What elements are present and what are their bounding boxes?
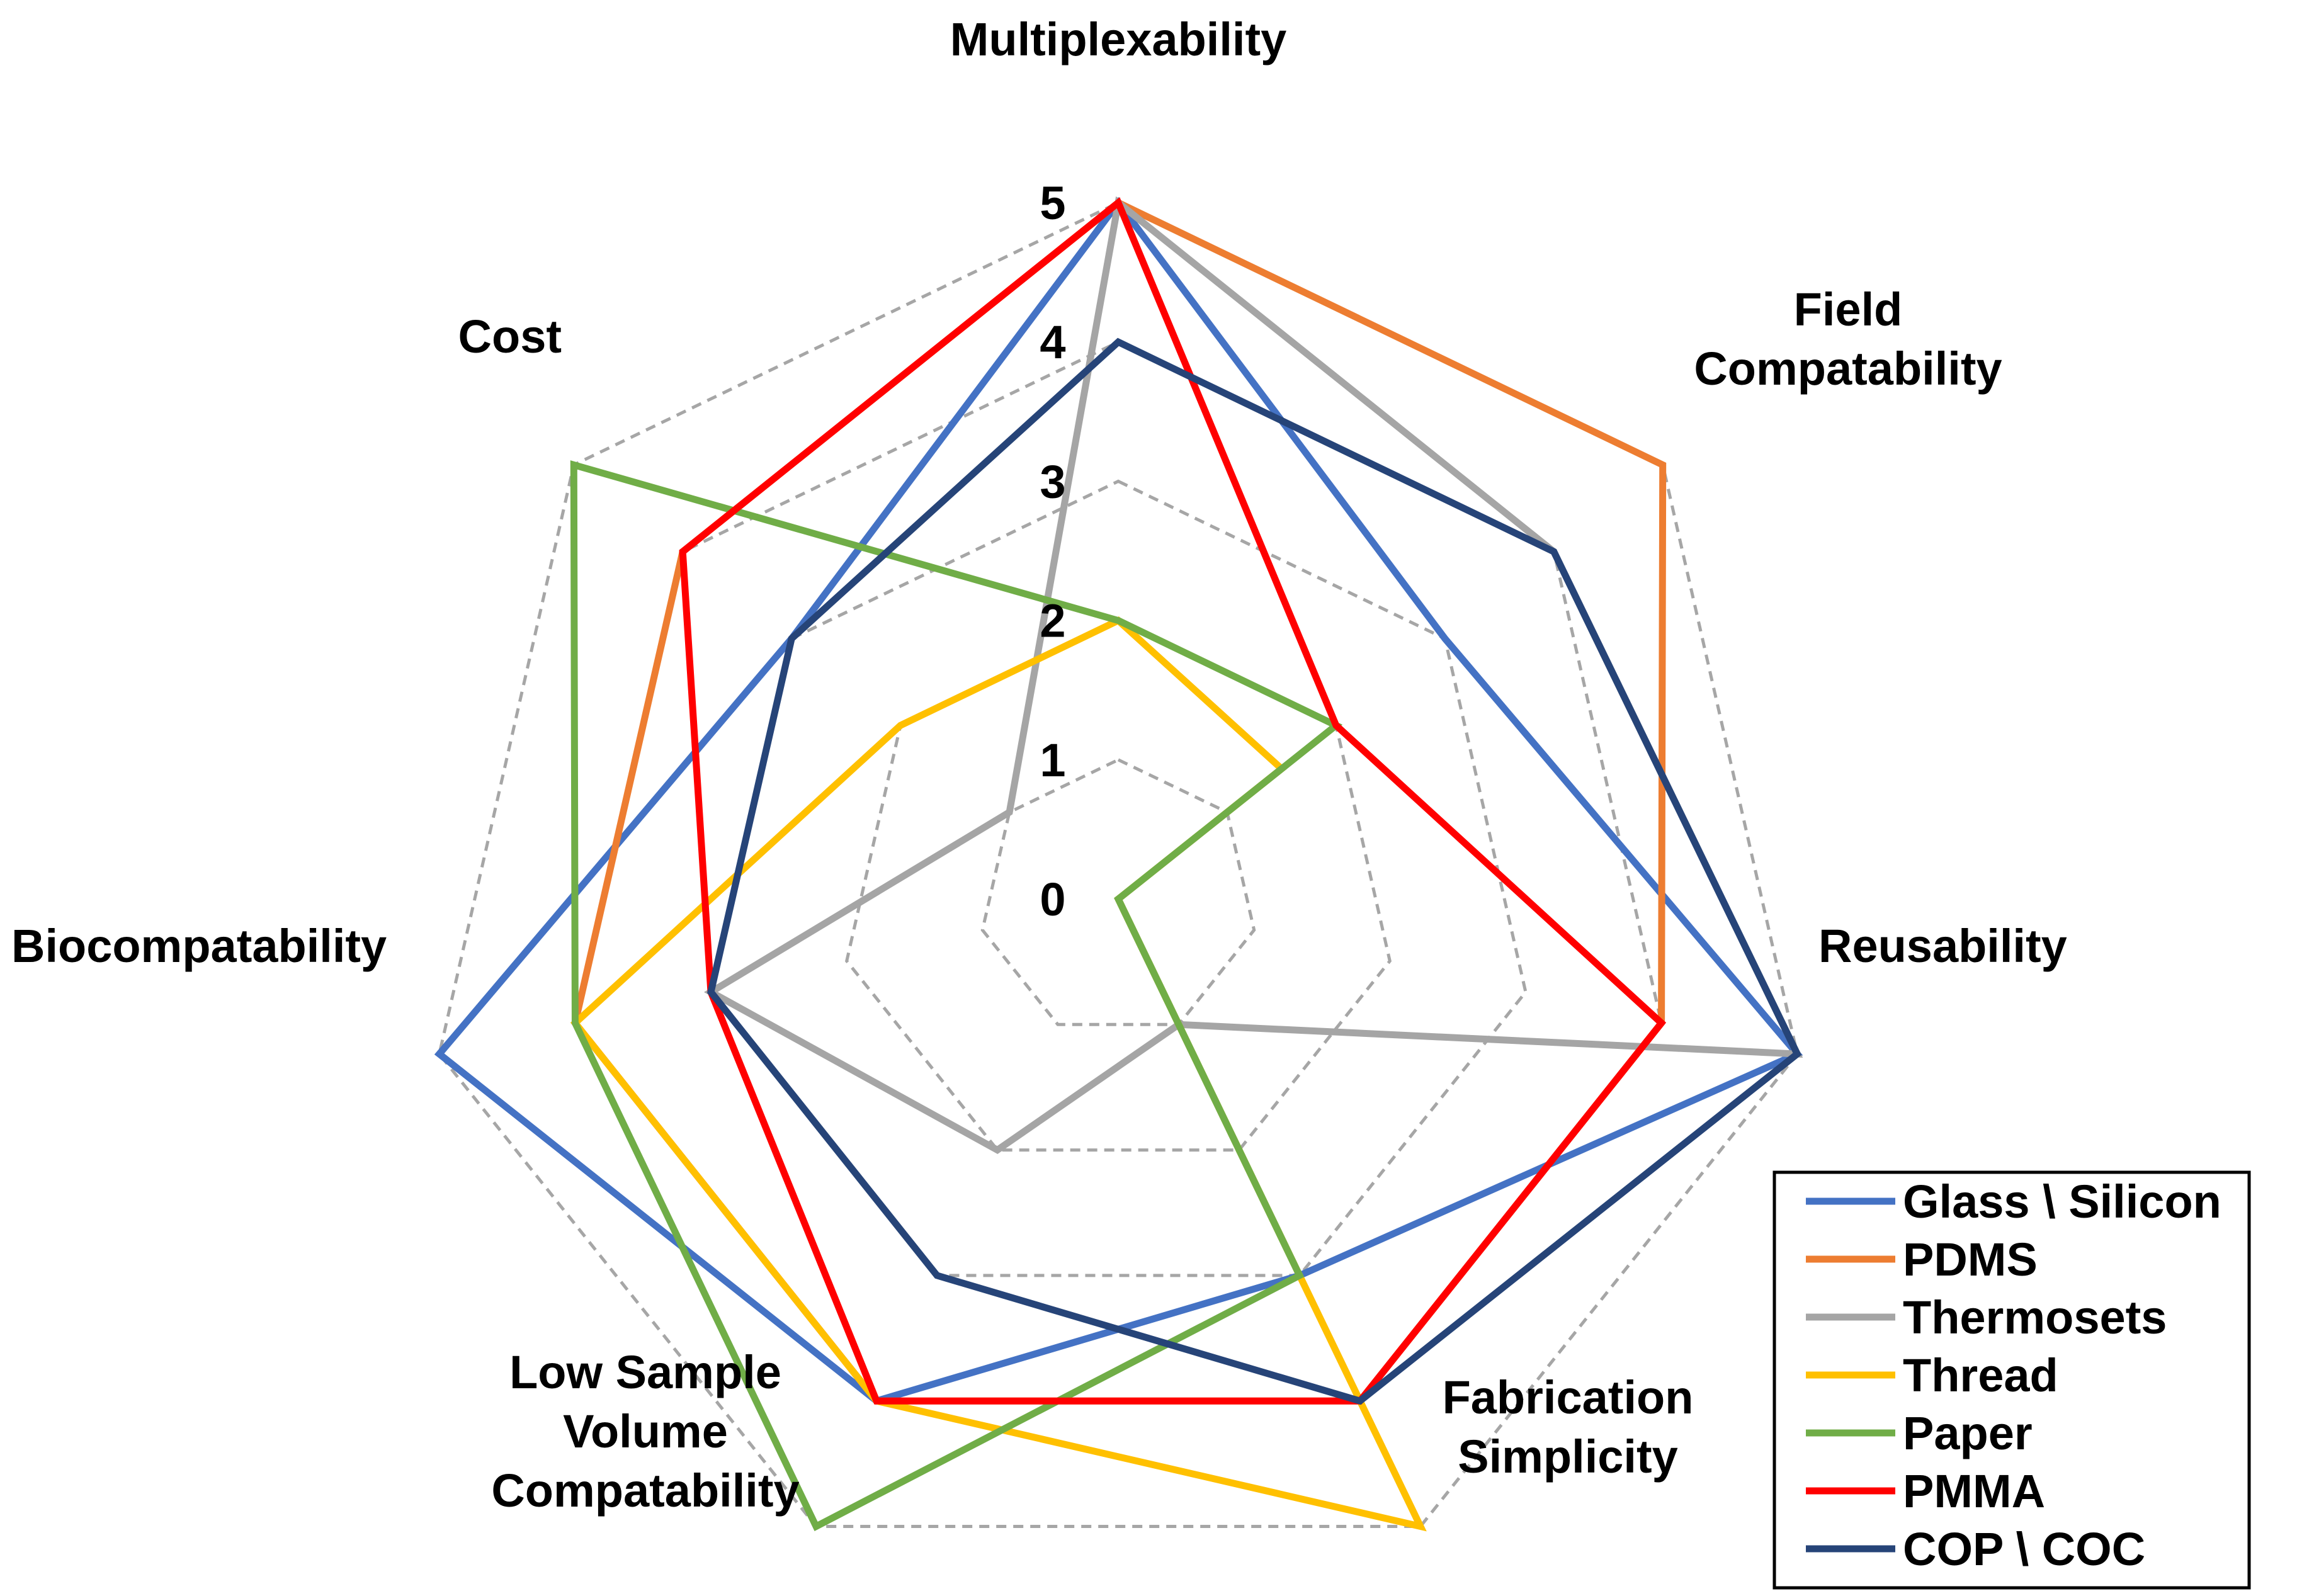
legend-box xyxy=(1772,1170,2251,1590)
series-cop-coc xyxy=(707,337,1802,1405)
axis-label-cost: Cost xyxy=(458,310,562,363)
axis-label-biocompatability: Biocompatability xyxy=(11,920,387,972)
tick-label-4: 4 xyxy=(1040,316,1065,368)
axis-label-reusability: Reusability xyxy=(1818,920,2067,972)
legend-label-pmma: PMMA xyxy=(1903,1465,2045,1517)
axis-label-low-sample-volume-compatability-line-3: Compatability xyxy=(491,1464,799,1517)
tick-label-0: 0 xyxy=(1040,873,1065,925)
grid-ring-5 xyxy=(437,201,1800,1528)
axis-label-field-compatability-line-2: Compatability xyxy=(1694,342,2002,395)
axis-label-multiplexability: Multiplexability xyxy=(950,13,1287,65)
tick-label-1: 1 xyxy=(1040,734,1065,786)
grid-ring-1 xyxy=(980,758,1256,1026)
legend-label-glass-silicon: Glass \ Silicon xyxy=(1903,1175,2221,1228)
series-pmma xyxy=(679,197,1667,1405)
series-glass-silicon xyxy=(434,196,1803,1405)
series-layer xyxy=(434,196,1803,1532)
legend-label-thread: Thread xyxy=(1903,1349,2058,1401)
axis-labels: Multiplexability Field Compatability Reusab… xyxy=(11,13,2067,1517)
axis-label-fabrication-simplicity-line-2: Simplicity xyxy=(1458,1430,1678,1483)
tick-labels: 0 1 2 3 4 5 xyxy=(1040,177,1065,925)
axis-label-fabrication-simplicity-line-1: Fabrication xyxy=(1443,1371,1694,1423)
tick-label-3: 3 xyxy=(1040,455,1065,507)
axis-label-field-compatability-line-1: Field xyxy=(1794,283,1903,336)
legend-label-thermosets: Thermosets xyxy=(1903,1291,2167,1344)
series-thermosets xyxy=(703,196,1803,1155)
tick-label-5: 5 xyxy=(1040,177,1065,229)
grid-ring-2 xyxy=(844,618,1392,1152)
axis-label-low-sample-volume-compatability-line-1: Low Sample xyxy=(509,1346,781,1398)
legend-label-pdms: PDMS xyxy=(1903,1233,2038,1286)
legend-label-paper: Paper xyxy=(1903,1407,2033,1459)
legend-label-cop-coc: COP \ COC xyxy=(1903,1523,2145,1575)
tick-label-2: 2 xyxy=(1040,595,1065,647)
axis-label-low-sample-volume-compatability-line-2: Volume xyxy=(563,1405,728,1457)
